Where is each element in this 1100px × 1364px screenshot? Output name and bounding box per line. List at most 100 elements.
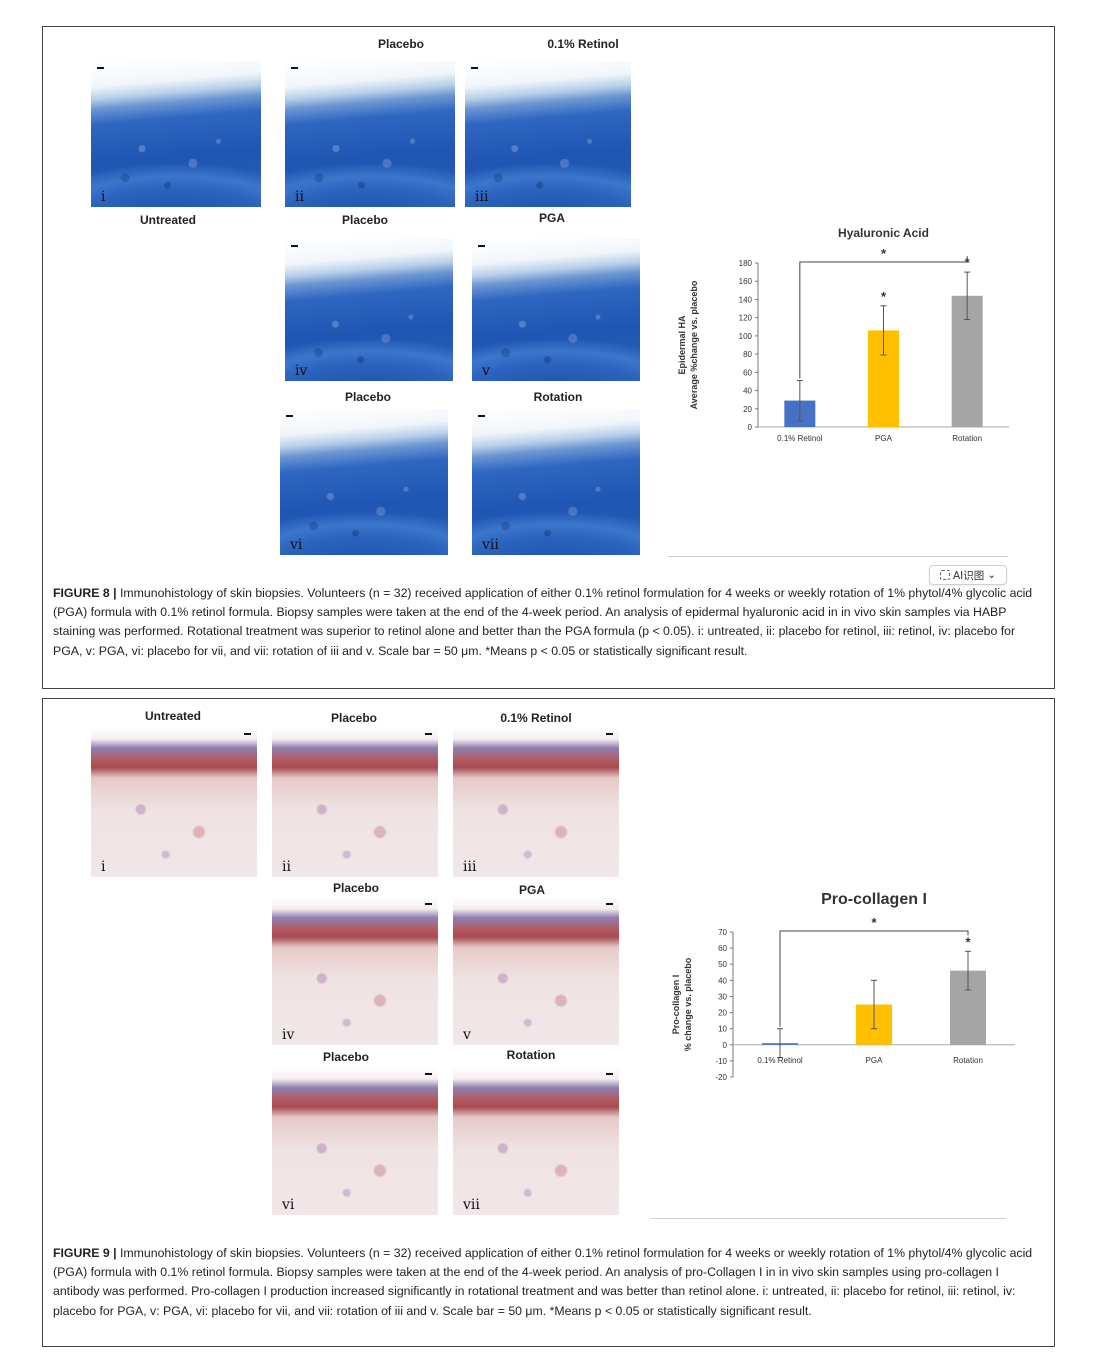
figure-label: FIGURE 8 | [53,586,117,600]
caption-text: Immunohistology of skin biopsies. Volunt… [53,1246,1033,1318]
panel-numeral: vi [290,537,303,553]
y-tick-label: 50 [718,960,727,969]
significance-marker: * [965,255,971,270]
x-tick-label: Rotation [953,1056,983,1065]
y-tick-label: 120 [739,314,753,323]
y-tick-label: 60 [743,368,752,377]
micrograph-vii: vii [472,409,640,555]
caption-text: Immunohistology of skin biopsies. Volunt… [53,586,1033,658]
x-tick-label: 0.1% Retinol [757,1056,803,1065]
panel-title-untreated: Untreated [139,213,196,227]
hyaluronic-acid-chart: Hyaluronic Acid 0 20 40 60 80 100 120 140 160 180 E… [677,226,1009,443]
panel-numeral: iii [475,189,489,205]
scale-bar [606,1073,613,1075]
x-tick-label: PGA [866,1056,884,1065]
y-tick-label: 80 [743,350,752,359]
scale-bar [291,245,298,247]
scan-icon [939,570,950,580]
y-tick-label: 160 [739,277,753,286]
micrograph-v: v [472,239,640,381]
scale-bar [425,733,432,735]
panel-numeral: i [101,189,106,205]
panel-title-placebo: Placebo [330,711,378,725]
scale-bar [425,1073,432,1075]
micrograph-iv: iv [285,239,453,381]
micrograph-i: i [91,727,257,877]
micrograph-vi: vi [272,1067,438,1215]
divider [668,556,1008,557]
panel-title-rotation: Rotation [506,1048,556,1062]
panel-numeral: v [463,1027,471,1043]
micrograph-iv: iv [272,897,438,1045]
y-tick-label: 0 [723,1041,728,1050]
panel-numeral: iii [463,859,477,875]
panel-numeral: v [482,363,490,379]
y-axis-label: Pro-collagen I [671,975,681,1035]
scale-bar [244,733,251,735]
pro-collagen-chart: Pro-collagen I -20 -10 0 10 20 30 40 50 60 70 Pro-c… [671,891,1015,1082]
x-tick-label: PGA [875,434,893,443]
y-tick-label: -20 [715,1073,727,1082]
panel-title-pga: PGA [518,883,545,897]
significance-bracket [799,256,968,379]
micrograph-i: i [91,61,261,207]
panel-numeral: i [101,859,106,875]
panel-title-placebo: Placebo [332,881,380,895]
significance-marker: * [965,934,971,949]
scale-bar [97,67,104,69]
figure-9-caption: FIGURE 9 | Immunohistology of skin biops… [53,1244,1043,1321]
scale-bar [606,733,613,735]
micrograph-ii: ii [272,727,438,877]
y-axis-label: % change vs. placebo [683,957,693,1051]
figure-label: FIGURE 9 | [53,1246,117,1260]
divider [651,1218,1006,1219]
scale-bar [478,415,485,417]
y-tick-label: 70 [718,928,727,937]
ai-button-label: AI识图 [952,569,985,582]
panel-title-retinol: 0.1% Retinol [547,37,619,51]
panel-title-placebo: Placebo [344,390,392,404]
panel-title-placebo: Placebo [377,37,425,51]
panel-numeral: iv [295,363,308,379]
y-tick-label: 30 [718,992,727,1001]
y-tick-label: 60 [718,944,727,953]
y-axis-label: Average %change vs. placebo [689,280,699,409]
panel-title-rotation: Rotation [533,390,583,404]
y-tick-label: 20 [718,1009,727,1018]
chart-title: Pro-collagen I [821,891,927,908]
y-tick-label: -10 [715,1057,727,1066]
ai-image-recognition-button[interactable]: AI识图 ⌄ [929,565,1007,585]
y-tick-label: 40 [718,976,727,985]
panel-title-retinol: 0.1% Retinol [500,711,572,725]
figure-8: Placebo 0.1% Retinol i ii iii Untreated … [42,26,1055,689]
chart-title: Hyaluronic Acid [838,226,929,240]
panel-numeral: ii [282,859,291,875]
panel-title-pga: PGA [538,211,565,225]
y-tick-label: 20 [743,405,752,414]
y-tick-label: 180 [739,259,753,268]
figure-9: Untreated Placebo 0.1% Retinol i ii iii … [42,698,1055,1347]
figure-8-caption: FIGURE 8 | Immunohistology of skin biops… [53,584,1043,661]
significance-marker: * [881,289,887,304]
micrograph-v: v [453,897,619,1045]
panel-title-placebo: Placebo [341,213,389,227]
micrograph-ii: ii [285,61,455,207]
panel-numeral: vii [463,1197,480,1213]
panel-title-untreated: Untreated [144,709,201,723]
y-axis-label: Epidermal HA [677,315,687,375]
scale-bar [471,67,478,69]
scale-bar [478,245,485,247]
scale-bar [606,903,613,905]
micrograph-iii: iii [465,61,631,207]
micrograph-vii: vii [453,1067,619,1215]
panel-title-placebo: Placebo [322,1050,370,1064]
scale-bar [291,67,298,69]
panel-numeral: vi [282,1197,295,1213]
y-tick-label: 40 [743,387,752,396]
x-tick-label: Rotation [952,434,982,443]
panel-numeral: ii [295,189,304,205]
chevron-down-icon: ⌄ [987,569,997,581]
scale-bar [286,415,293,417]
y-tick-label: 140 [739,295,753,304]
micrograph-iii: iii [453,727,619,877]
